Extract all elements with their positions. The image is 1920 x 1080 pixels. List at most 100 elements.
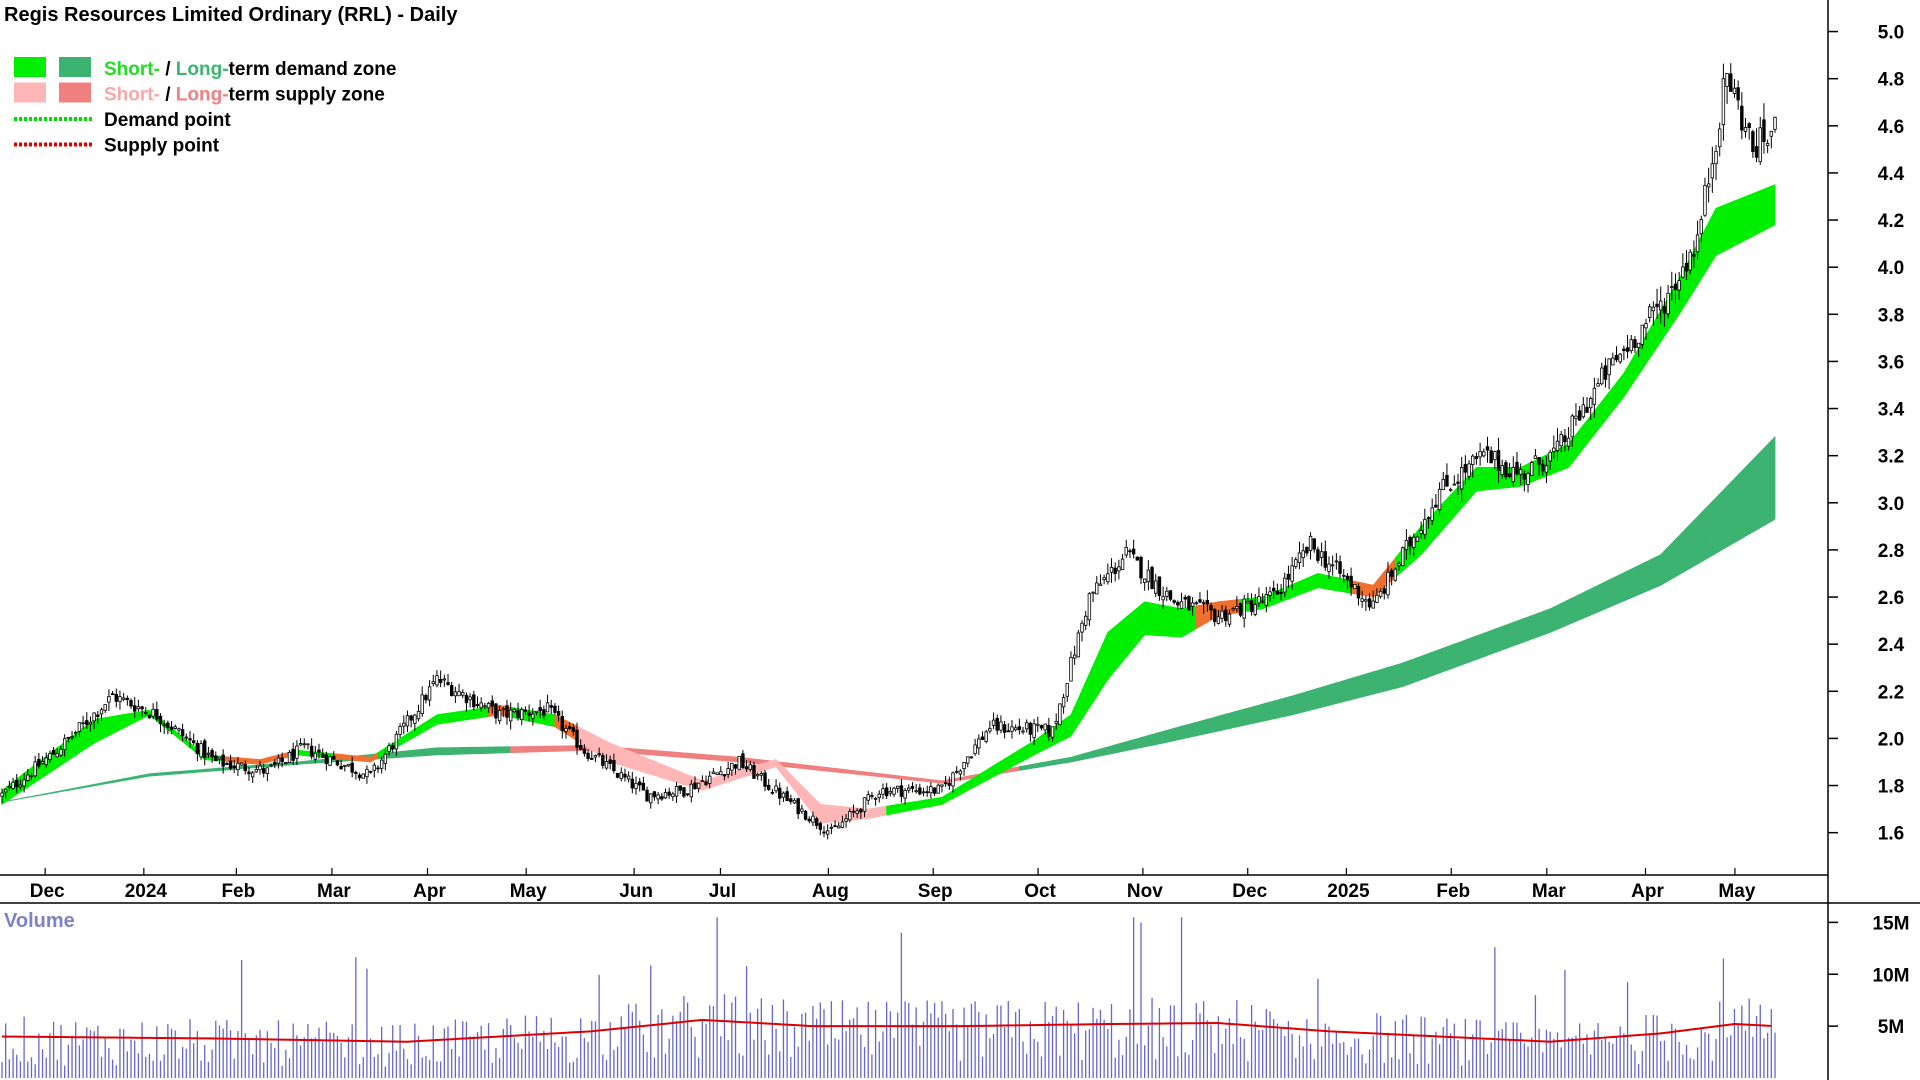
candle-body — [851, 810, 856, 813]
candle-body — [700, 780, 705, 783]
candle-body — [1006, 730, 1010, 733]
candle-body — [1666, 292, 1670, 315]
candle-body — [571, 727, 576, 732]
candle-body — [951, 772, 955, 787]
candle-body — [1740, 105, 1744, 131]
candle-body — [1603, 365, 1608, 380]
candle-body — [1729, 73, 1733, 92]
candle-body — [1327, 563, 1331, 572]
candle-body — [785, 791, 789, 802]
candle-body — [11, 781, 15, 789]
candle-body — [1367, 598, 1372, 608]
candle-body — [1732, 87, 1737, 94]
candle-body — [1518, 469, 1523, 475]
candle-body — [1758, 127, 1762, 163]
candle-body — [1563, 435, 1567, 443]
candle-body — [759, 773, 764, 776]
candle-body — [693, 782, 697, 790]
candle-body — [1555, 440, 1560, 451]
legend-label: Supply point — [104, 136, 220, 157]
zone-band — [443, 746, 467, 756]
x-tick-label: Mar — [1532, 881, 1566, 902]
candle-body — [1507, 473, 1512, 478]
candle-body — [1588, 398, 1593, 409]
volume-tick-label: 10M — [1873, 965, 1910, 986]
candle-body — [907, 787, 911, 791]
candle-body — [320, 753, 325, 758]
candle-body — [1699, 219, 1703, 235]
candle-body — [1076, 632, 1081, 658]
candle-body — [232, 765, 236, 769]
candle-body — [630, 778, 635, 789]
candle-body — [18, 784, 23, 788]
volume-panel: Volume 5M 10M 15M — [1, 910, 1910, 1078]
candle-body — [1257, 596, 1261, 604]
legend-entry: Short- / Long-term supply zone — [14, 82, 385, 106]
candle-body — [1437, 488, 1442, 511]
candle-body — [685, 793, 690, 796]
legend-swatch — [14, 57, 46, 77]
candle-body — [1640, 324, 1645, 345]
candle-body — [77, 722, 82, 732]
candle-body — [1253, 604, 1257, 615]
candle-body — [472, 694, 476, 708]
candle-body — [66, 736, 71, 739]
candle-body — [814, 818, 819, 826]
candle-body — [1478, 450, 1482, 458]
x-tick-label: Feb — [1436, 881, 1470, 902]
candle-body — [1190, 602, 1195, 607]
candle-body — [15, 780, 19, 788]
candle-body — [1213, 609, 1217, 622]
candle-body — [730, 762, 734, 771]
candle-body — [413, 714, 417, 724]
candle-body — [527, 712, 531, 716]
candle-body — [464, 694, 469, 704]
candle-body — [977, 738, 981, 749]
candle-body — [925, 791, 929, 794]
candle-body — [1330, 564, 1335, 567]
candle-body — [1515, 461, 1519, 475]
short-term-demand-zone — [1, 184, 1776, 825]
candle-body — [1072, 654, 1077, 659]
candle-body — [136, 706, 141, 710]
zone-band — [1770, 184, 1776, 228]
candle-body — [1644, 323, 1648, 329]
candle-body — [1216, 616, 1221, 624]
candle-body — [1434, 504, 1438, 508]
candle-body — [44, 757, 48, 765]
candle-body — [1511, 466, 1515, 483]
candle-body — [708, 775, 712, 784]
candle-body — [534, 710, 539, 713]
candle-body — [744, 766, 749, 770]
candle-body — [1102, 577, 1106, 580]
candle-body — [184, 736, 189, 739]
candle-body — [1673, 283, 1678, 290]
candle-body — [984, 731, 988, 742]
candle-body — [468, 696, 472, 701]
candle-body — [99, 709, 104, 715]
candle-body — [1467, 463, 1471, 477]
y-tick-label: 4.0 — [1878, 258, 1904, 279]
candle-body — [1187, 596, 1191, 611]
candle-body — [1146, 569, 1151, 583]
candle-body — [1050, 726, 1055, 738]
candle-body — [1338, 561, 1342, 574]
candle-body — [545, 702, 550, 713]
candle-body — [678, 785, 682, 791]
candle-body — [516, 710, 520, 718]
candle-body — [486, 703, 491, 709]
x-tick-label: Dec — [30, 881, 65, 902]
candle-body — [733, 764, 738, 769]
candle-body — [1043, 723, 1047, 731]
candle-body — [1224, 609, 1228, 622]
candle-body — [674, 785, 679, 797]
candle-body — [604, 761, 609, 769]
candle-body — [932, 787, 937, 794]
candle-body — [405, 715, 410, 727]
candle-body — [501, 708, 506, 711]
candle-body — [903, 789, 907, 799]
candle-body — [1541, 463, 1545, 472]
candle-body — [1670, 286, 1674, 288]
